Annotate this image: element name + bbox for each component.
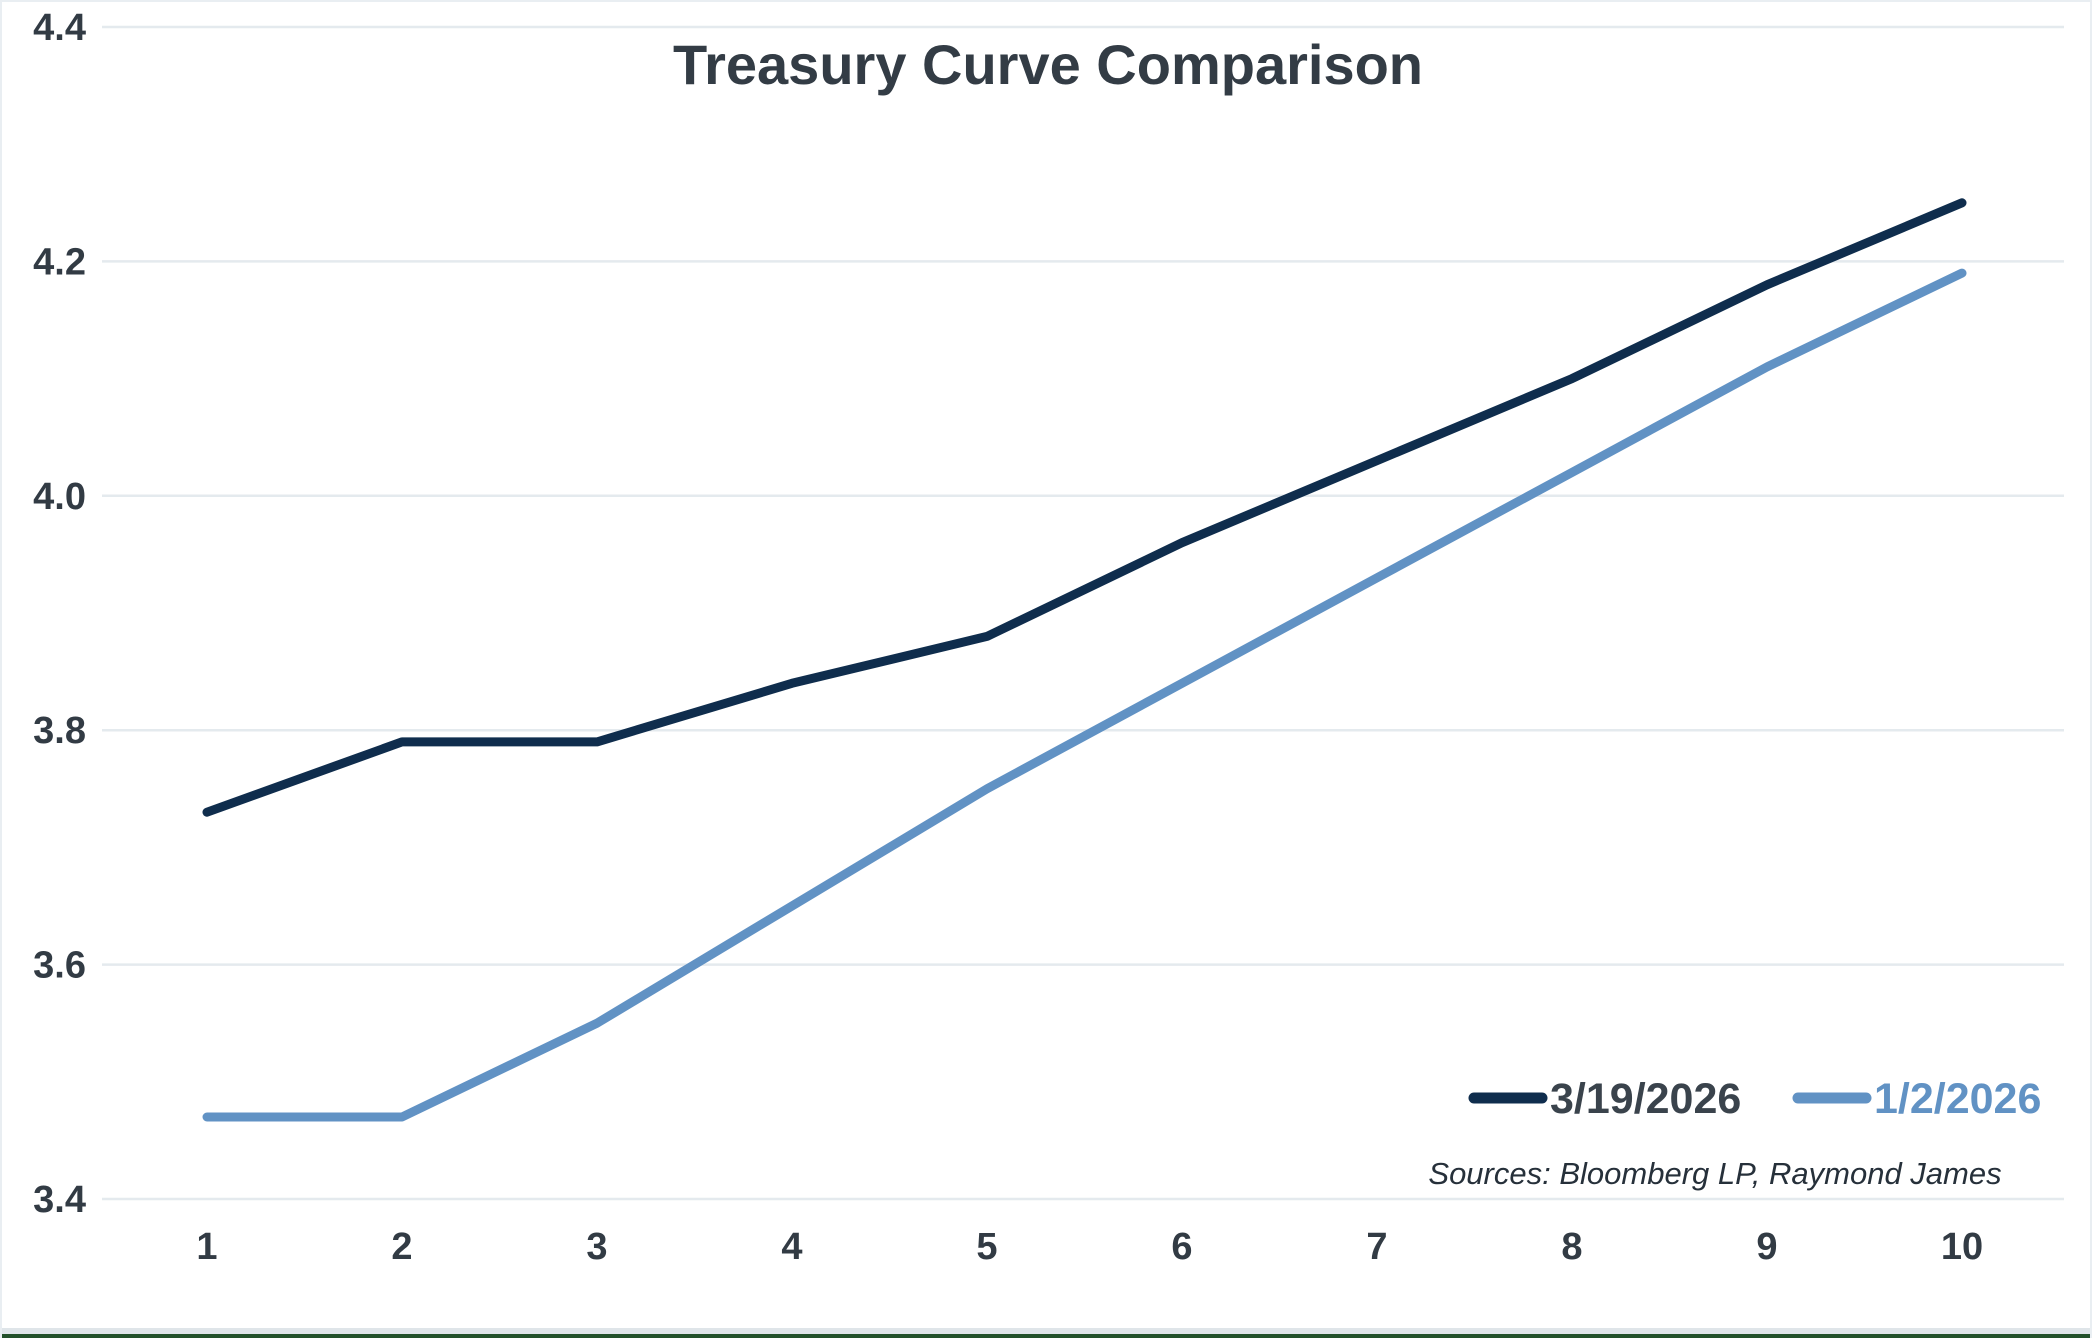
y-tick-label: 3.8 (33, 710, 86, 752)
legend-label-series1: 3/19/2026 (1550, 1075, 1741, 1123)
x-tick-label: 7 (1366, 1226, 1387, 1268)
legend-label-series2: 1/2/2026 (1874, 1075, 2041, 1123)
y-axis-tick-labels: 3.4 3.6 3.8 4.0 4.2 4.4 (33, 7, 86, 1221)
y-tick-label: 3.6 (33, 945, 86, 987)
x-tick-label: 8 (1561, 1226, 1582, 1268)
x-tick-label: 5 (976, 1226, 997, 1268)
gridlines (102, 25, 2064, 1201)
bottom-green-border (2, 1334, 2090, 1338)
source-note: Sources: Bloomberg LP, Raymond James (1428, 1156, 2001, 1191)
legend: 3/19/2026 1/2/2026 (1468, 1075, 2041, 1123)
x-tick-label: 9 (1756, 1226, 1777, 1268)
x-tick-label: 2 (391, 1226, 412, 1268)
x-tick-label: 6 (1171, 1226, 1192, 1268)
series-line-1 (202, 198, 1967, 817)
y-tick-label: 4.2 (33, 241, 86, 283)
y-tick-label: 4.0 (33, 476, 86, 518)
series-line-2 (202, 268, 1967, 1122)
chart-title: Treasury Curve Comparison (673, 33, 1423, 96)
x-tick-label: 10 (1941, 1226, 1983, 1268)
series-lines (202, 198, 1967, 1122)
y-tick-label: 4.4 (33, 7, 86, 49)
y-tick-label: 3.4 (33, 1179, 86, 1221)
bottom-gray-band (2, 1328, 2090, 1334)
x-axis-tick-labels: 1 2 3 4 5 6 7 8 9 10 (196, 1226, 1983, 1268)
x-tick-label: 1 (196, 1226, 217, 1268)
x-tick-label: 4 (781, 1226, 802, 1268)
x-tick-label: 3 (586, 1226, 607, 1268)
